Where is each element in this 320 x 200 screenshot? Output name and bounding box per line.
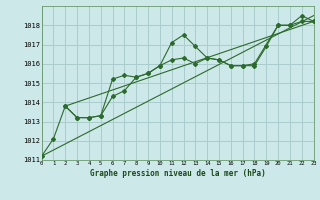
X-axis label: Graphe pression niveau de la mer (hPa): Graphe pression niveau de la mer (hPa): [90, 169, 266, 178]
